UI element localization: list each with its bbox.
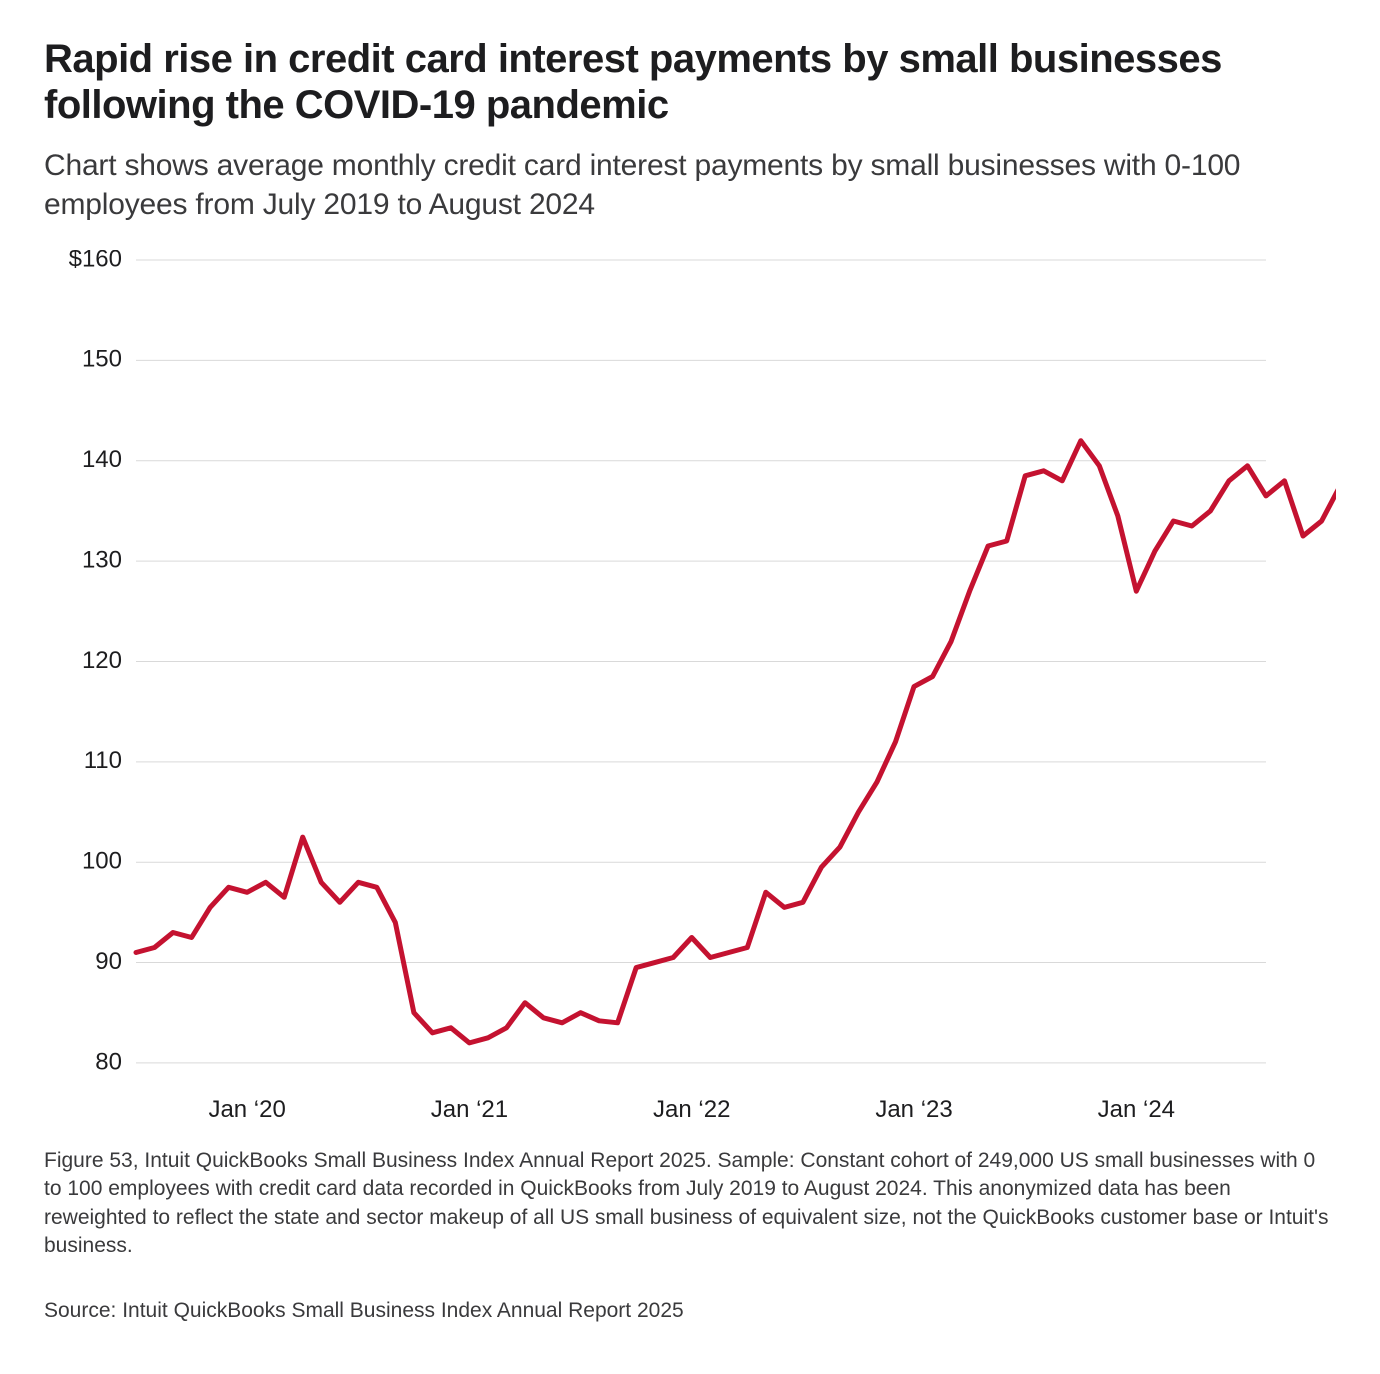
data-line — [136, 300, 1336, 1043]
line-chart: 80 90 100 110 120 130 140 150 $160 Jan ‘20 Jan ‘21… — [44, 250, 1336, 1133]
y-tick-label: 110 — [84, 747, 122, 774]
y-tick-label: 90 — [95, 948, 122, 975]
y-tick-label: 120 — [82, 647, 122, 674]
chart-title: Rapid rise in credit card interest payme… — [44, 36, 1336, 128]
x-tick-label: Jan ‘22 — [653, 1096, 730, 1123]
y-tick-label: 130 — [82, 546, 122, 573]
y-tick-label: 80 — [95, 1048, 122, 1075]
chart-container: 80 90 100 110 120 130 140 150 $160 Jan ‘20 Jan ‘21… — [44, 250, 1336, 1133]
y-tick-label: 150 — [82, 346, 122, 373]
y-tick-label: $160 — [69, 250, 122, 272]
page: Rapid rise in credit card interest payme… — [0, 0, 1380, 1374]
chart-source: Source: Intuit QuickBooks Small Business… — [44, 1299, 1336, 1323]
x-tick-label: Jan ‘21 — [431, 1096, 508, 1123]
chart-footnote: Figure 53, Intuit QuickBooks Small Busin… — [44, 1147, 1336, 1260]
x-tick-label: Jan ‘23 — [875, 1096, 952, 1123]
y-tick-label: 100 — [82, 848, 122, 875]
x-tick-label: Jan ‘24 — [1098, 1096, 1175, 1123]
y-tick-label: 140 — [82, 446, 122, 473]
x-tick-label: Jan ‘20 — [208, 1096, 285, 1123]
chart-subtitle: Chart shows average monthly credit card … — [44, 146, 1336, 224]
